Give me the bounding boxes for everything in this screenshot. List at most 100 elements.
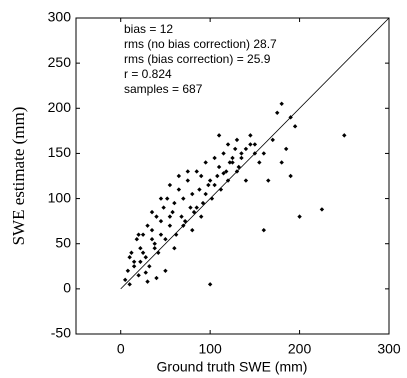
y-tick-label: 150 — [48, 144, 72, 160]
point — [140, 250, 146, 255]
x-tick-label: 200 — [288, 341, 312, 357]
point — [203, 160, 208, 165]
point — [197, 187, 202, 192]
point — [212, 182, 217, 188]
point — [221, 151, 226, 156]
point — [279, 101, 284, 106]
point — [125, 268, 131, 273]
point — [143, 255, 148, 260]
point — [194, 169, 199, 174]
point — [158, 232, 164, 237]
point — [212, 155, 217, 161]
point — [248, 133, 253, 138]
point — [176, 187, 182, 192]
point — [149, 237, 155, 242]
point — [163, 268, 168, 273]
y-tick-label: 0 — [63, 280, 71, 296]
point — [232, 146, 238, 152]
point — [165, 196, 170, 201]
point — [227, 160, 233, 165]
point — [194, 205, 199, 210]
point — [127, 282, 132, 287]
point — [209, 196, 215, 201]
point — [215, 173, 220, 179]
x-axis-label: Ground truth SWE (mm) — [157, 359, 308, 375]
point — [292, 124, 298, 129]
point — [143, 270, 148, 275]
point — [136, 273, 141, 278]
point — [188, 205, 193, 210]
point — [257, 160, 262, 165]
point — [239, 151, 244, 156]
point — [158, 218, 164, 224]
y-tick-label: 300 — [48, 9, 72, 25]
point — [230, 160, 235, 165]
point — [167, 223, 173, 228]
point — [158, 196, 164, 201]
point — [199, 173, 204, 179]
point — [261, 151, 266, 156]
point — [221, 171, 226, 176]
point — [234, 137, 240, 143]
point — [206, 182, 211, 188]
point — [270, 137, 275, 143]
point — [131, 264, 137, 269]
point — [154, 275, 159, 281]
point — [170, 209, 175, 215]
point — [127, 255, 132, 260]
point — [140, 232, 146, 237]
point — [243, 146, 249, 152]
point — [236, 164, 241, 170]
point — [181, 196, 186, 201]
point — [207, 282, 213, 287]
point — [200, 200, 206, 206]
point — [266, 178, 271, 183]
point — [225, 178, 231, 183]
y-axis-label: SWE estimate (mm) — [9, 107, 28, 246]
point — [138, 246, 143, 251]
point — [176, 173, 182, 179]
point — [172, 200, 177, 206]
point — [218, 187, 224, 192]
point — [149, 227, 155, 233]
point — [342, 133, 347, 138]
point — [179, 214, 184, 219]
point — [129, 250, 134, 255]
x-tick-label: 100 — [198, 341, 222, 357]
point — [283, 146, 289, 152]
point — [145, 279, 150, 284]
point — [279, 160, 284, 165]
point — [161, 205, 166, 210]
annotation: r = 0.824 — [124, 67, 172, 81]
point — [203, 191, 208, 197]
point — [181, 223, 186, 228]
x-tick-label: 300 — [377, 341, 401, 357]
point — [149, 209, 155, 215]
point — [173, 232, 179, 237]
point — [261, 227, 266, 233]
point — [288, 173, 293, 179]
point — [147, 264, 152, 269]
point — [199, 214, 204, 219]
point — [154, 214, 159, 219]
point — [239, 155, 244, 161]
point — [167, 214, 173, 219]
point — [182, 218, 188, 224]
point — [252, 151, 258, 156]
point — [248, 142, 253, 147]
annotation: rms (bias correction) = 25.9 — [124, 52, 271, 66]
point — [216, 133, 222, 138]
point — [191, 209, 197, 215]
annotation: samples = 687 — [124, 82, 203, 96]
point — [190, 227, 195, 233]
x-tick-label: 0 — [117, 341, 125, 357]
y-tick-label: 200 — [48, 99, 72, 115]
point — [138, 259, 143, 264]
y-tick-label: 250 — [48, 54, 72, 70]
point — [297, 214, 302, 219]
point — [156, 250, 161, 255]
point — [145, 223, 150, 228]
point — [167, 182, 173, 188]
point — [216, 164, 222, 170]
